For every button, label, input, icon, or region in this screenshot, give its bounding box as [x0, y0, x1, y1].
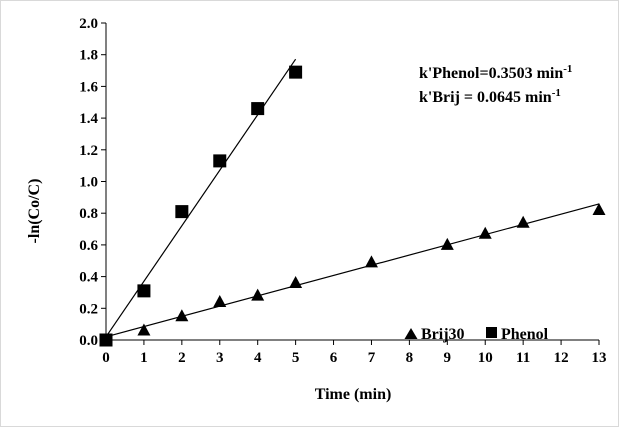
- annotation-phenol-sup: -1: [563, 63, 572, 75]
- point-brij30: [592, 203, 606, 216]
- point-phenol: [175, 205, 189, 219]
- point-brij30: [175, 309, 189, 322]
- x-tick-label: 7: [368, 350, 376, 366]
- y-axis-label: -ln(Co/C): [26, 179, 43, 244]
- point-brij30: [440, 237, 454, 250]
- x-tick-label: 11: [516, 350, 530, 366]
- fit-line-phenol: [105, 58, 297, 338]
- annotation-phenol: k'Phenol=0.3503 min-1: [419, 63, 572, 82]
- x-tick-label: 0: [102, 350, 110, 366]
- annotation-brij-text: k'Brij = 0.0645 min: [419, 89, 552, 106]
- x-tick-label: 3: [216, 350, 224, 366]
- x-tick-label: 6: [330, 350, 338, 366]
- legend-marker-phenol: [486, 327, 497, 338]
- point-brij30: [516, 215, 530, 228]
- y-tick-label: 1.2: [79, 143, 98, 159]
- x-tick-label: 5: [292, 350, 300, 366]
- x-tick-label: 4: [254, 350, 262, 366]
- annotation-brij-sup: -1: [552, 87, 561, 99]
- y-tick-label: 0.6: [79, 238, 98, 254]
- point-brij30: [251, 288, 265, 301]
- y-tick-label: 0.2: [79, 301, 98, 317]
- y-tick-label: 0.8: [79, 206, 98, 222]
- x-axis-label: Time (min): [315, 386, 392, 403]
- legend-label-phenol: Phenol: [501, 326, 549, 343]
- y-tick-label: 1.0: [79, 175, 98, 191]
- y-ticks: 0.0 0.2 0.4 0.6 0.8 1.0 1.2 1.4 1.6 1.8 2.0: [79, 16, 106, 349]
- x-tick-label: 1: [140, 350, 148, 366]
- x-tick-label: 12: [554, 350, 569, 366]
- y-tick-label: 2.0: [79, 16, 98, 32]
- y-tick-label: 0.4: [79, 270, 98, 286]
- legend-label-brij30: Brij30: [421, 326, 465, 343]
- legend: Brij30 Phenol: [404, 326, 549, 343]
- y-tick-label: 1.4: [79, 111, 98, 127]
- x-tick-label: 13: [592, 350, 607, 366]
- y-tick-label: 0.0: [79, 333, 98, 349]
- point-brij30: [137, 323, 151, 336]
- point-brij30: [478, 226, 492, 239]
- legend-marker-brij30: [404, 328, 418, 339]
- fit-line-brij30: [105, 203, 600, 338]
- x-tick-label: 2: [178, 350, 186, 366]
- point-phenol: [99, 333, 113, 347]
- point-phenol: [213, 154, 227, 168]
- point-phenol: [137, 284, 151, 298]
- annotation-phenol-text: k'Phenol=0.3503 min: [419, 65, 563, 82]
- x-tick-label: 9: [444, 350, 452, 366]
- y-tick-label: 1.8: [79, 48, 98, 64]
- x-tick-label: 8: [406, 350, 414, 366]
- point-brij30: [213, 294, 227, 307]
- annotation-brij: k'Brij = 0.0645 min-1: [419, 87, 561, 106]
- data-points: [99, 65, 606, 347]
- x-tick-label: 10: [478, 350, 493, 366]
- y-tick-label: 1.6: [79, 79, 98, 95]
- x-ticks: 0 1 2 3 4 5 6 7 8 9 10 11 12 13: [102, 340, 607, 366]
- point-brij30: [289, 275, 303, 288]
- point-phenol: [289, 65, 303, 79]
- point-phenol: [251, 102, 265, 116]
- point-brij30: [364, 255, 378, 268]
